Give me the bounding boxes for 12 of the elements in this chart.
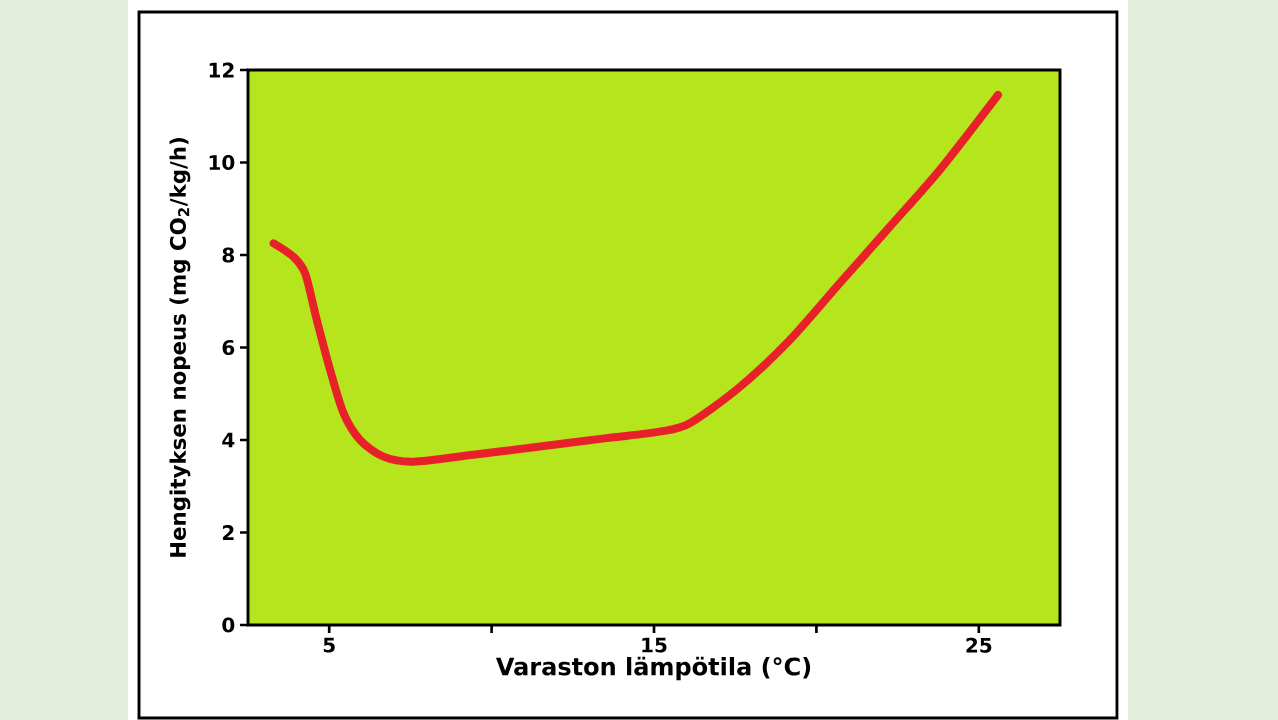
x-tick-label: 15 bbox=[642, 637, 667, 653]
y-tick-label: 6 bbox=[222, 339, 235, 356]
x-axis-title: Varaston lämpötila (°C) bbox=[495, 656, 811, 681]
y-tick-label: 10 bbox=[209, 154, 235, 171]
y-tick-label: 2 bbox=[222, 525, 234, 540]
y-tick-label: 0 bbox=[222, 617, 235, 633]
y-tick-label: 8 bbox=[222, 247, 235, 263]
y-tick-label: 4 bbox=[222, 432, 235, 448]
y-tick-label: 12 bbox=[209, 62, 234, 78]
y-axis-title: Hengityksen nopeus (mg CO$_{2}$/kg/h) bbox=[169, 138, 191, 557]
x-tick-label: 5 bbox=[323, 637, 335, 653]
x-tick-label: 25 bbox=[966, 637, 992, 653]
